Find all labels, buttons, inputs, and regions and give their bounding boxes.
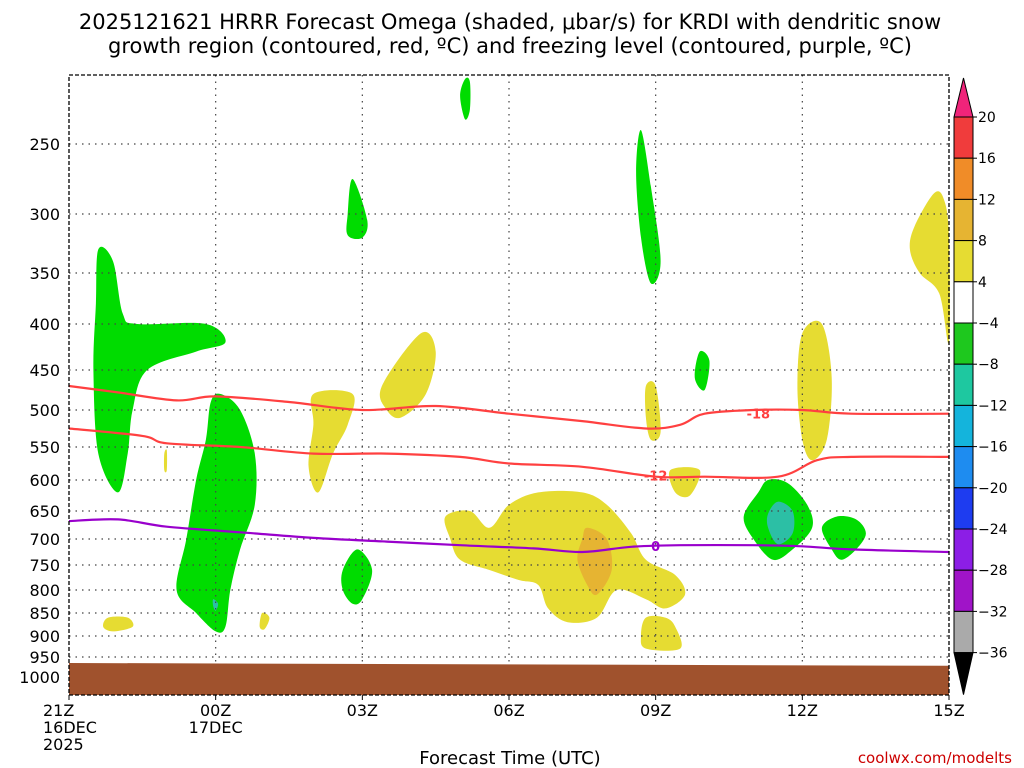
colorbar-box-7: [953, 404, 974, 448]
x-tick-label-0-2: 2025: [43, 735, 84, 754]
contour-label-1: -12: [644, 469, 668, 484]
colorbar-label-2: 12: [978, 192, 996, 208]
colorbar-label-7: −12: [978, 398, 1008, 414]
x-tick-label-0-1: 16DEC: [43, 718, 97, 737]
colorbar-box-1: [953, 157, 974, 200]
y-axis-ticks: 250 300 350 400 450 500 550 600 650 700 750 800 850 9…: [19, 135, 60, 687]
y-tick-label-400: 400: [29, 315, 60, 334]
omega-region-12: [379, 331, 436, 419]
y-tick-label-750: 750: [29, 556, 60, 575]
colorbar-label-12: −32: [978, 604, 1008, 620]
omega-region-9: [766, 501, 795, 545]
omega-region-6: [694, 350, 710, 391]
x-tick-label-3-0: 00Z: [200, 701, 231, 720]
omega-region-14: [164, 449, 168, 473]
colorbar-label-4: 4: [978, 275, 987, 291]
colorbar: 20 16 12 8 4 −4 −8 −12 −16 −20 −24 −28 −32 −36: [953, 77, 1008, 695]
x-tick-label-12-0: 09Z: [640, 701, 671, 720]
y-tick-label-500: 500: [29, 401, 60, 420]
y-tick-label-350: 350: [29, 264, 60, 283]
chart-title-line2: growth region (contoured, red, ºC) and f…: [108, 34, 912, 58]
colorbar-label-13: −36: [978, 646, 1008, 662]
omega-region-20: [797, 320, 832, 461]
contour-line-0: [68, 384, 950, 430]
y-tick-label-700: 700: [29, 530, 60, 549]
x-tick-label-18-0: 15Z: [933, 701, 964, 720]
y-tick-label-550: 550: [29, 438, 60, 457]
y-tick-label-1000: 1000: [19, 668, 60, 687]
omega-region-18: [644, 381, 661, 441]
x-tick-label-6-0: 03Z: [347, 701, 378, 720]
x-tick-label-9-0: 06Z: [493, 701, 524, 720]
colorbar-box-8: [953, 446, 974, 489]
colorbar-box-0: [953, 116, 974, 159]
colorbar-label-10: −24: [978, 522, 1008, 538]
omega-region-16: [444, 490, 686, 623]
omega-region-5: [636, 130, 661, 285]
colorbar-label-5: −4: [978, 316, 999, 332]
contours: -18 -12 0: [68, 384, 950, 555]
y-tick-label-900: 900: [29, 627, 60, 646]
colorbar-box-3: [953, 240, 974, 283]
colorbar-label-1: 16: [978, 151, 996, 167]
colorbar-label-6: −8: [978, 357, 999, 373]
y-tick-label-650: 650: [29, 502, 60, 521]
colorbar-label-9: −20: [978, 481, 1008, 497]
omega-region-3: [341, 549, 373, 605]
chart-title-line1: 2025121621 HRRR Forecast Omega (shaded, …: [79, 10, 941, 34]
colorbar-box-5: [953, 322, 974, 365]
colorbar-box-2: [953, 198, 974, 242]
colorbar-label-8: −16: [978, 440, 1008, 456]
omega-region-17: [640, 615, 682, 651]
terrain: [69, 663, 949, 695]
omega-region-0: [93, 246, 226, 493]
colorbar-label-0: 20: [978, 110, 996, 126]
x-tick-label-15-0: 12Z: [787, 701, 818, 720]
colorbar-box-12: [953, 610, 974, 654]
colorbar-box-9: [953, 487, 974, 530]
omega-region-15: [259, 612, 270, 630]
y-tick-label-800: 800: [29, 581, 60, 600]
y-tick-label-250: 250: [29, 135, 60, 154]
colorbar-box-6: [953, 363, 974, 406]
y-tick-label-600: 600: [29, 471, 60, 490]
omega-region-10: [212, 599, 219, 611]
colorbar-box-4: [953, 281, 974, 324]
colorbar-label-11: −28: [978, 563, 1008, 579]
contour-line-1: [68, 427, 950, 479]
omega-region-13: [103, 616, 134, 632]
colorbar-box-11: [953, 569, 974, 612]
omega-region-2: [346, 178, 368, 240]
y-tick-label-950: 950: [29, 648, 60, 667]
x-tick-label-0-0: 21Z: [43, 701, 74, 720]
y-tick-label-850: 850: [29, 604, 60, 623]
omega-region-22: [577, 527, 613, 596]
colorbar-bottom-triangle: [953, 652, 974, 695]
colorbar-label-3: 8: [978, 234, 987, 250]
credit-text: coolwx.com/modelts: [858, 749, 1012, 767]
x-tick-label-3-1: 17DEC: [189, 718, 243, 737]
x-axis-label: Forecast Time (UTC): [419, 748, 600, 768]
terrain-fill: [69, 663, 949, 695]
y-tick-label-450: 450: [29, 361, 60, 380]
contour-label-2: 0: [651, 540, 660, 555]
omega-region-19: [668, 467, 701, 498]
contour-line-2: [68, 518, 950, 554]
omega-region-11: [308, 390, 355, 493]
y-tick-label-300: 300: [29, 205, 60, 224]
omega-region-21: [909, 191, 950, 344]
omega-region-1: [176, 393, 257, 633]
contour-label-0: -18: [747, 408, 771, 423]
omega-region-4: [460, 77, 471, 120]
colorbar-box-10: [953, 528, 974, 571]
omega-shading: [93, 77, 950, 651]
